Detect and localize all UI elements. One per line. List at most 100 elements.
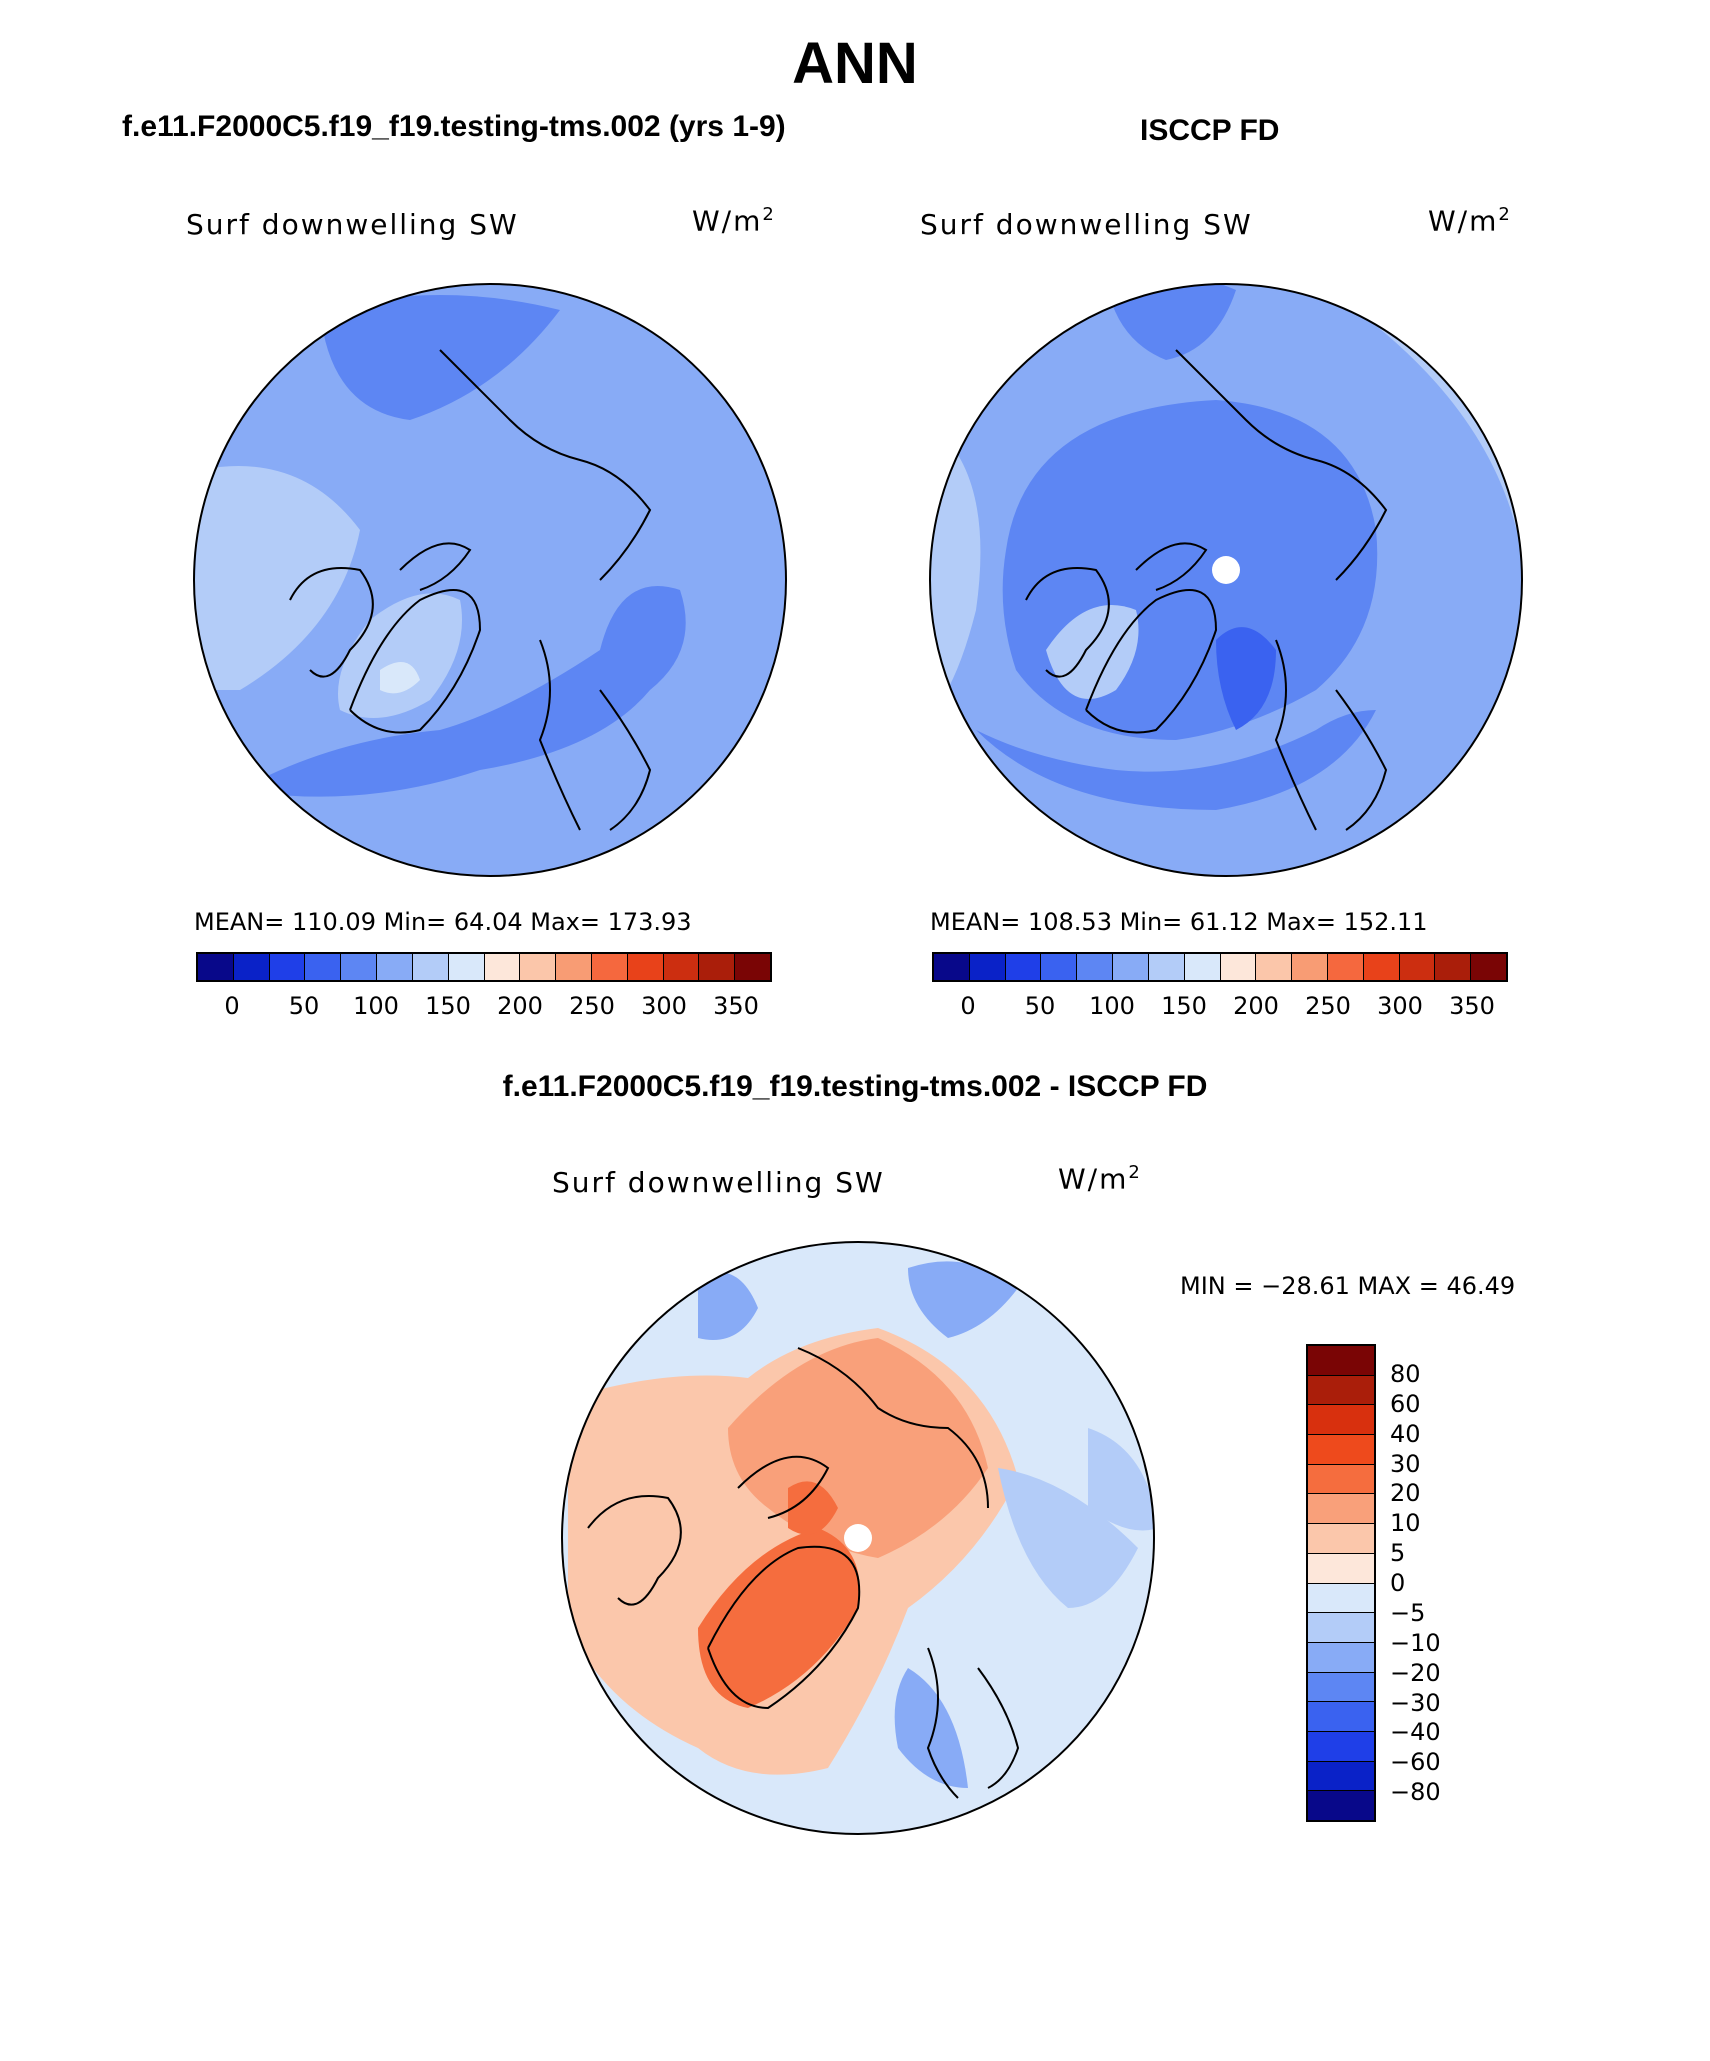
colorbar-tick-label: 200 (1233, 992, 1279, 1020)
colorbar-swatch (1308, 1524, 1374, 1554)
colorbar-swatch (1435, 954, 1472, 980)
left-panel-header: f.e11.F2000C5.f19_f19.testing-tms.002 (y… (122, 110, 786, 143)
colorbar-swatch (663, 954, 700, 980)
colorbar-swatch (1292, 954, 1328, 980)
right-panel-header: ISCCP FD (1140, 114, 1280, 147)
colorbar-tick-label: 40 (1390, 1419, 1421, 1448)
colorbar-swatch (377, 954, 413, 980)
colorbar-tick-label: −30 (1390, 1688, 1441, 1717)
colorbar-swatch (1113, 954, 1149, 980)
colorbar-tick-label: 150 (425, 992, 471, 1020)
colorbar-tick-label: 10 (1390, 1509, 1421, 1538)
colorbar-swatch (412, 954, 449, 980)
colorbar-swatch (1256, 954, 1293, 980)
colorbar-swatch (1308, 1375, 1374, 1406)
colorbar-tick-label: −60 (1390, 1748, 1441, 1777)
left-stats: MEAN= 110.09 Min= 64.04 Max= 173.93 (194, 908, 692, 936)
colorbar-tick-label: 350 (1449, 992, 1495, 1020)
colorbar-tick-label: 300 (1377, 992, 1423, 1020)
colorbar-tick-label: −10 (1390, 1628, 1441, 1657)
colorbar-swatch (1399, 954, 1436, 980)
colorbar-tick-label: −5 (1390, 1598, 1426, 1627)
colorbar-tick-label: 150 (1161, 992, 1207, 1020)
colorbar-swatch (520, 954, 557, 980)
colorbar-swatch (969, 954, 1006, 980)
colorbar-swatch (591, 954, 628, 980)
left-polar-map (193, 283, 787, 877)
colorbar-swatch (1005, 954, 1042, 980)
colorbar-swatch (341, 954, 378, 980)
colorbar-swatch (1148, 954, 1185, 980)
left-variable-label: Surf downwelling SW (186, 208, 519, 241)
colorbar-tick-label: −40 (1390, 1718, 1441, 1747)
left-colorbar-labels: 0 50 100 150 200 250 300 350 (196, 992, 772, 1022)
colorbar-swatch (1308, 1494, 1374, 1525)
colorbar-swatch (556, 954, 592, 980)
colorbar-swatch (1308, 1464, 1374, 1495)
colorbar-swatch (699, 954, 736, 980)
colorbar-swatch (735, 954, 770, 980)
diff-units-label: W/m2 (1058, 1162, 1142, 1196)
left-units-label: W/m2 (692, 204, 776, 238)
right-stats: MEAN= 108.53 Min= 61.12 Max= 152.11 (930, 908, 1428, 936)
right-colorbar (932, 952, 1508, 982)
colorbar-tick-label: 100 (353, 992, 399, 1020)
page-title: ANN (792, 31, 918, 96)
colorbar-swatch (627, 954, 664, 980)
colorbar-swatch (1077, 954, 1114, 980)
colorbar-swatch (1308, 1346, 1374, 1376)
colorbar-swatch (1308, 1435, 1374, 1465)
colorbar-tick-label: −80 (1390, 1778, 1441, 1807)
colorbar-swatch (1184, 954, 1221, 980)
colorbar-tick-label: 250 (1305, 992, 1351, 1020)
right-units-label: W/m2 (1428, 204, 1512, 238)
colorbar-tick-label: 80 (1390, 1359, 1421, 1388)
colorbar-tick-label: 50 (1024, 992, 1056, 1020)
right-polar-map (929, 283, 1523, 877)
colorbar-tick-label: 100 (1089, 992, 1135, 1020)
colorbar-swatch (1308, 1731, 1374, 1762)
colorbar-tick-label: 0 (224, 992, 240, 1020)
colorbar-swatch (1308, 1583, 1374, 1614)
colorbar-tick-label: 350 (713, 992, 759, 1020)
colorbar-swatch (1327, 954, 1364, 980)
colorbar-swatch (1220, 954, 1257, 980)
colorbar-swatch (269, 954, 306, 980)
colorbar-swatch (1308, 1791, 1374, 1820)
colorbar-swatch (305, 954, 342, 980)
colorbar-tick-label: 5 (1390, 1539, 1406, 1568)
left-colorbar (196, 952, 772, 982)
diff-colorbar-labels: 80 60 40 30 20 10 5 0 −5 −10 −20 −30 −40 −60 −80 (1390, 1344, 1490, 1822)
right-variable-label: Surf downwelling SW (920, 208, 1253, 241)
diff-variable-label: Surf downwelling SW (552, 1166, 885, 1199)
diff-panel-header: f.e11.F2000C5.f19_f19.testing-tms.002 - … (502, 1070, 1208, 1103)
colorbar-swatch (1471, 954, 1506, 980)
colorbar-swatch (1308, 1553, 1374, 1584)
colorbar-swatch (1308, 1761, 1374, 1792)
colorbar-tick-label: 30 (1390, 1449, 1421, 1478)
colorbar-swatch (1308, 1405, 1374, 1436)
colorbar-tick-label: 60 (1390, 1389, 1421, 1418)
colorbar-tick-label: 250 (569, 992, 615, 1020)
colorbar-swatch (448, 954, 485, 980)
colorbar-swatch (1308, 1702, 1374, 1732)
colorbar-tick-label: 0 (960, 992, 976, 1020)
colorbar-tick-label: 0 (1390, 1569, 1406, 1597)
colorbar-swatch (1308, 1613, 1374, 1643)
colorbar-swatch (484, 954, 521, 980)
right-colorbar-labels: 0 50 100 150 200 250 300 350 (932, 992, 1508, 1022)
colorbar-swatch (1308, 1672, 1374, 1703)
colorbar-swatch (198, 954, 234, 980)
colorbar-swatch (1308, 1642, 1374, 1673)
colorbar-tick-label: 20 (1390, 1479, 1421, 1508)
colorbar-swatch (1363, 954, 1400, 980)
colorbar-swatch (1041, 954, 1078, 980)
colorbar-swatch (934, 954, 970, 980)
colorbar-tick-label: −20 (1390, 1658, 1441, 1687)
colorbar-tick-label: 300 (641, 992, 687, 1020)
colorbar-tick-label: 50 (288, 992, 320, 1020)
diff-polar-map (561, 1241, 1155, 1835)
diff-colorbar (1306, 1344, 1376, 1822)
colorbar-swatch (233, 954, 270, 980)
colorbar-tick-label: 200 (497, 992, 543, 1020)
